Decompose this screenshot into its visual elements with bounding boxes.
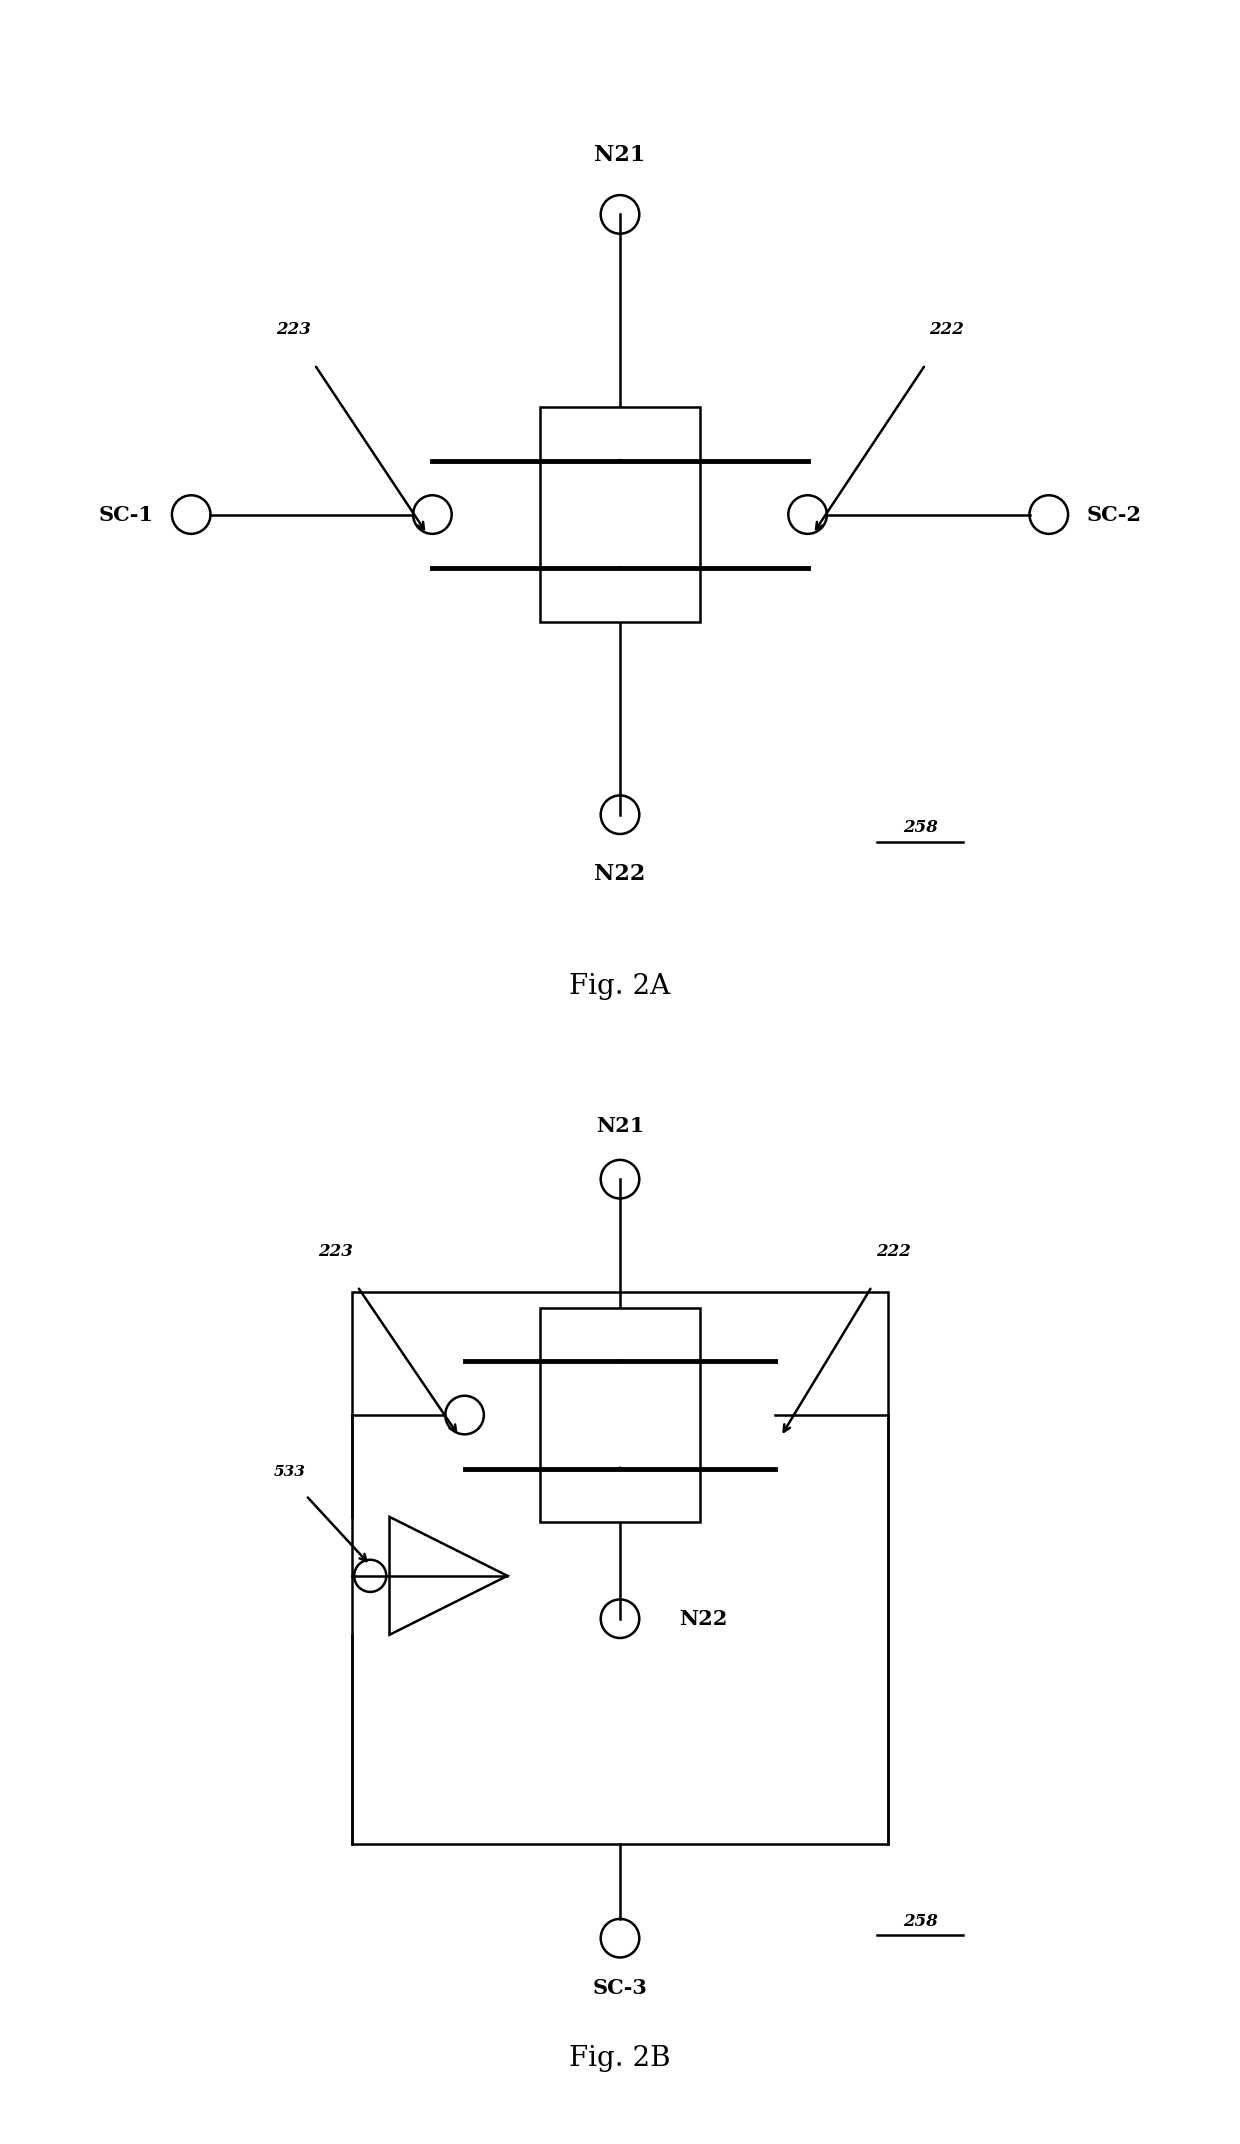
Text: Fig. 2A: Fig. 2A [569,973,671,999]
Text: SC-2: SC-2 [1086,504,1141,525]
Text: 258: 258 [903,1912,937,1930]
Text: SC-3: SC-3 [593,1977,647,1998]
Text: 533: 533 [274,1464,306,1479]
Text: 223: 223 [275,322,310,339]
Bar [352,1291,888,1844]
Text: N21: N21 [594,144,646,167]
Text: 222: 222 [930,322,965,339]
Text: Fig. 2B: Fig. 2B [569,2045,671,2071]
Text: 223: 223 [319,1244,353,1261]
Text: 222: 222 [875,1244,911,1261]
Text: N21: N21 [595,1117,645,1136]
Circle shape [619,1359,621,1364]
Circle shape [619,566,621,570]
Text: N22: N22 [680,1608,728,1629]
Text: SC-1: SC-1 [99,504,154,525]
Text: N22: N22 [594,864,646,885]
Bar [539,407,701,622]
Text: 258: 258 [903,819,937,836]
Bar [539,1308,701,1522]
Circle shape [619,459,621,463]
Circle shape [619,1466,621,1471]
